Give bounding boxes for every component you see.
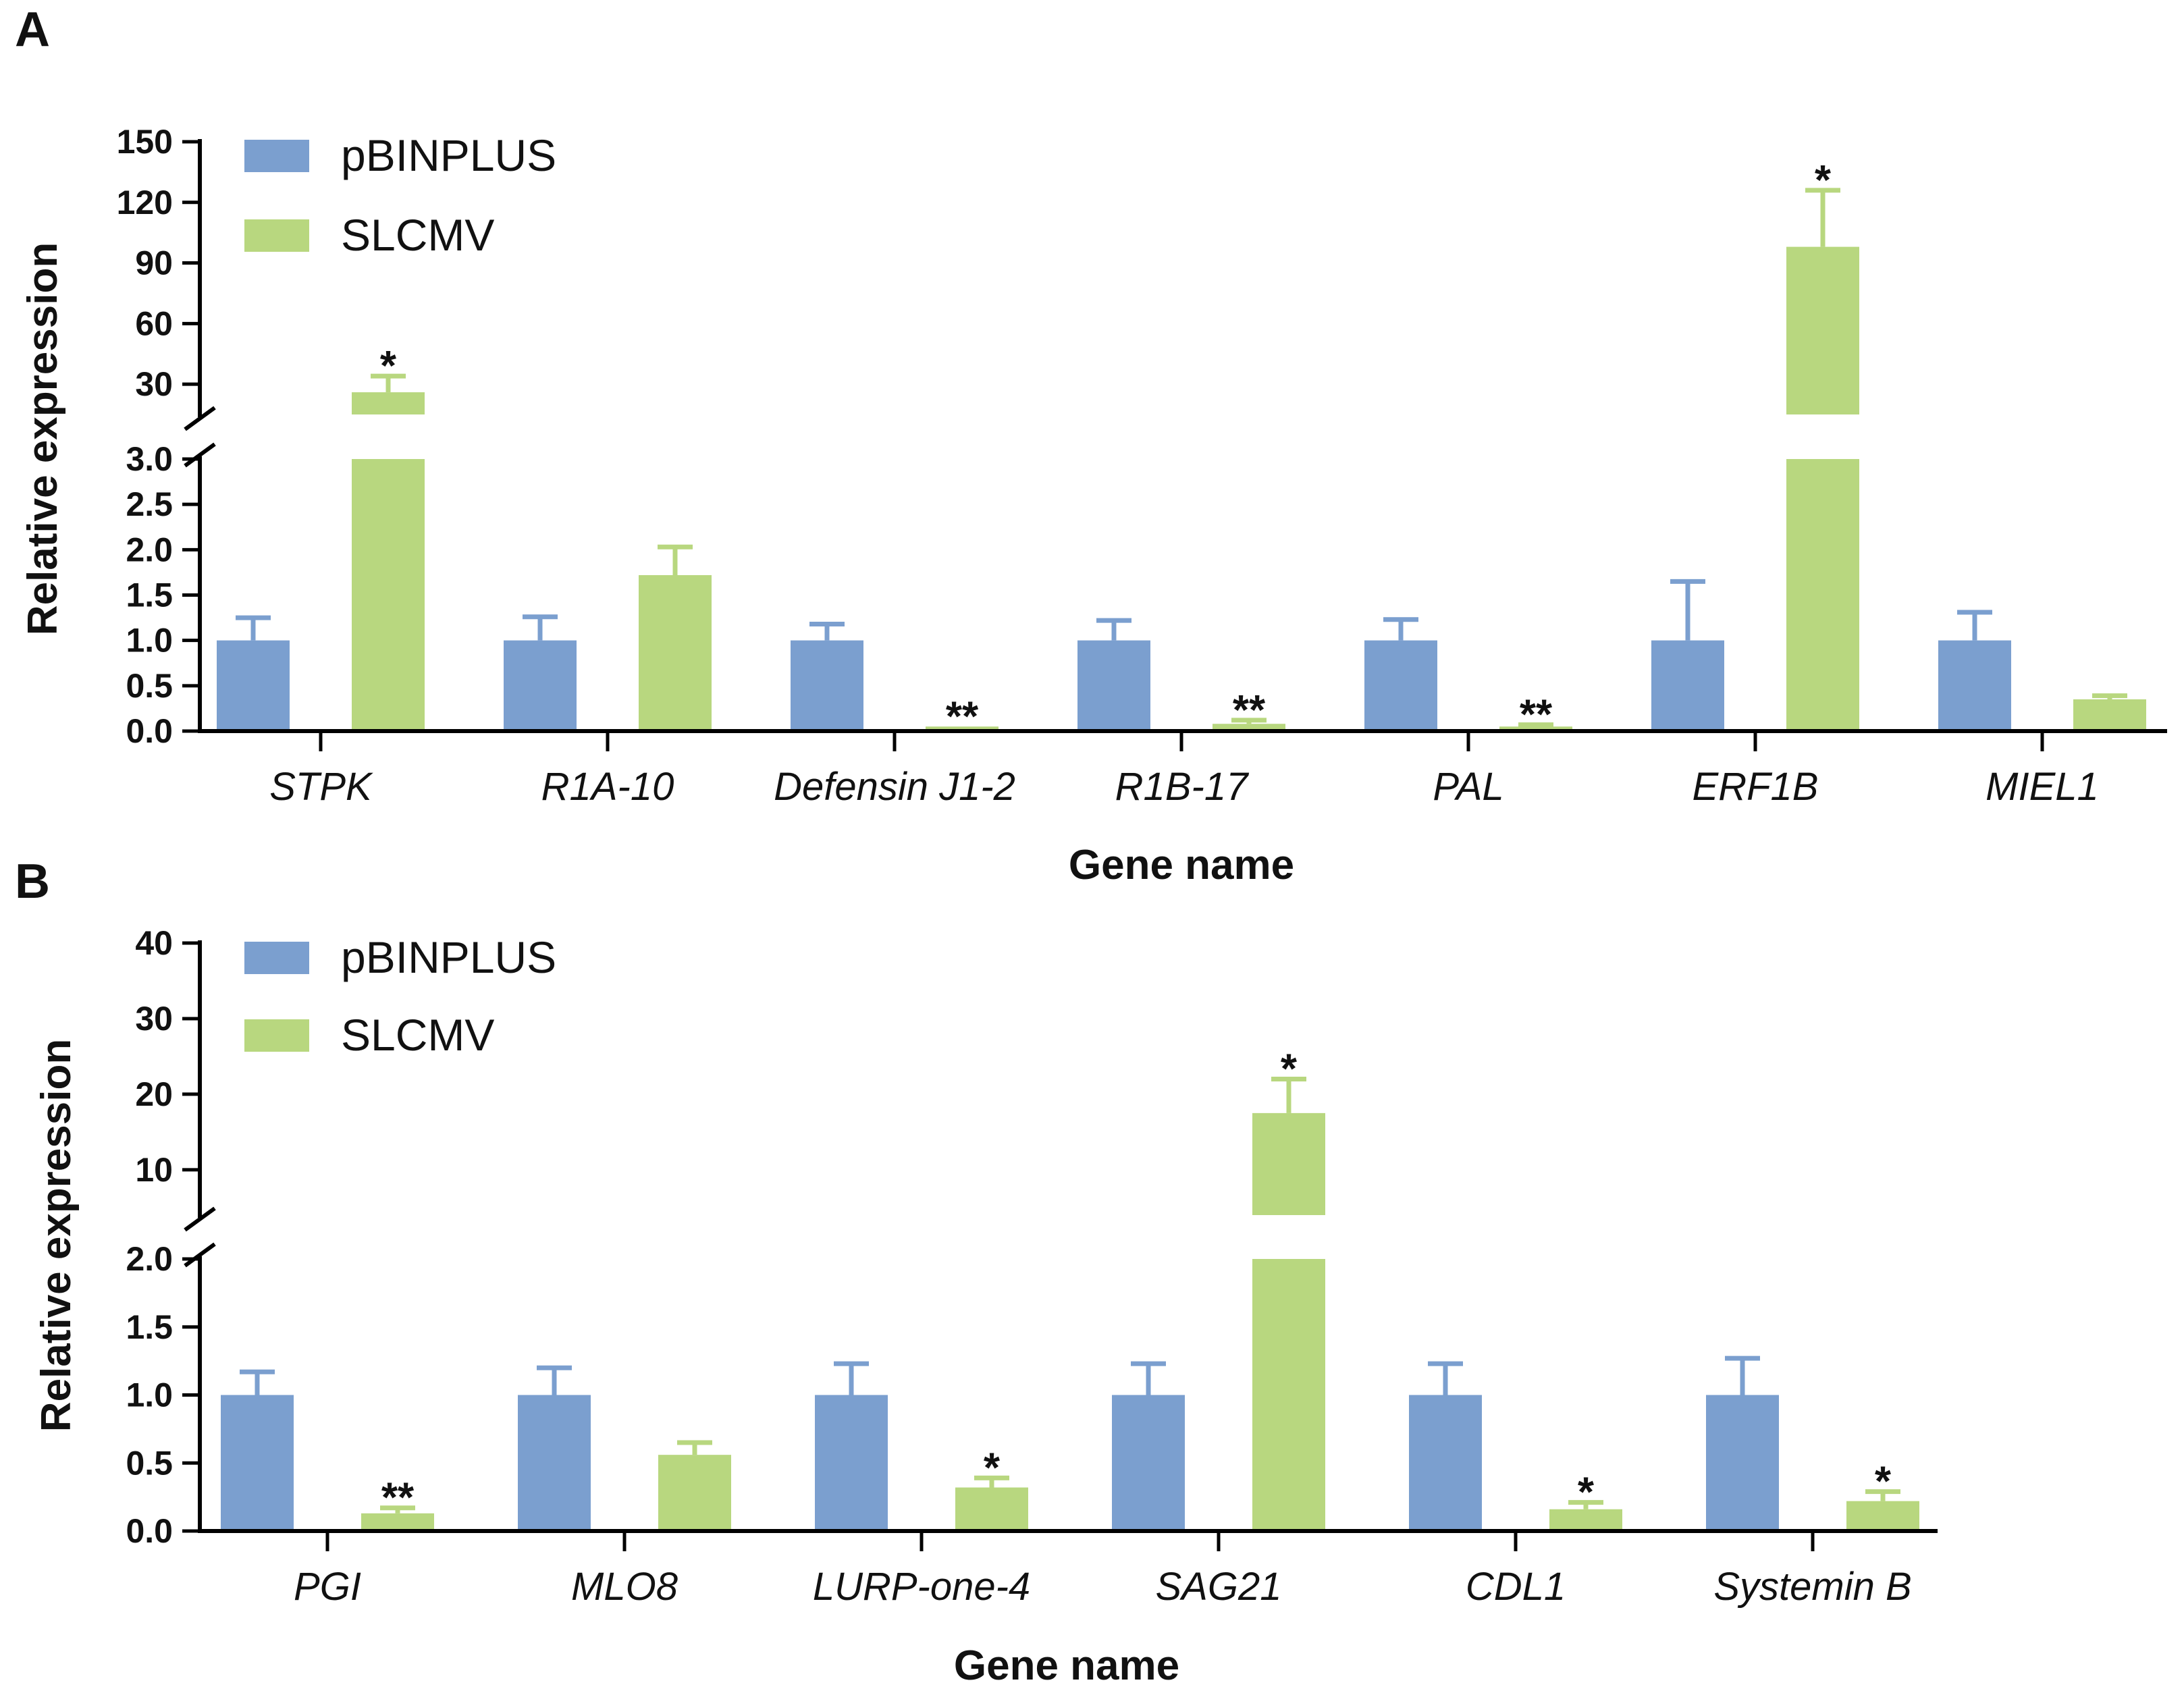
y-tick-label-upper-b-2: 30 [135, 1000, 173, 1038]
bar-slcmv-b-4 [1549, 1509, 1622, 1531]
bar-slcmv-a-6 [2073, 699, 2146, 731]
y-tick-label-lower-b-3: 1.5 [126, 1308, 173, 1346]
bar-slcmv-b-0 [361, 1513, 434, 1531]
y-axis-title-b: Relative expression [33, 1039, 80, 1432]
bar-slcmv-a-2 [926, 726, 998, 731]
y-tick-label-upper-a-1: 60 [135, 304, 173, 342]
bar-lower-slcmv-a-5 [1786, 459, 1859, 731]
legend-label-pbinplus-b: pBINPLUS [341, 932, 556, 982]
y-tick-label-lower-b-4: 2.0 [126, 1240, 173, 1278]
y-tick-label-lower-b-1: 0.5 [126, 1444, 173, 1482]
x-tick-label-b-1: MLO8 [571, 1565, 678, 1609]
bar-pbinplus-a-0 [217, 640, 290, 731]
bar-pbinplus-b-1 [518, 1395, 591, 1531]
x-axis-title-a: Gene name [1069, 842, 1294, 888]
legend-swatch-pbinplus-a [244, 140, 309, 172]
bar-pbinplus-a-3 [1077, 640, 1150, 731]
axis-break-mark-b-1 [184, 1242, 216, 1268]
bar-pbinplus-a-1 [504, 640, 577, 731]
y-tick-label-lower-a-4: 2.0 [126, 531, 173, 568]
bar-pbinplus-a-2 [791, 640, 863, 731]
x-axis-title-b: Gene name [954, 1642, 1179, 1689]
significance-slcmv-b-4: * [1578, 1470, 1595, 1516]
legend-swatch-pbinplus-b [244, 942, 309, 974]
bar-slcmv-a-3 [1213, 724, 1285, 731]
bar-pbinplus-b-2 [815, 1395, 888, 1531]
bars-a: *** ** *** [217, 157, 2146, 740]
legend-swatch-slcmv-a [244, 219, 309, 252]
bar-slcmv-a-4 [1499, 726, 1572, 731]
legend-swatch-slcmv-b [244, 1019, 309, 1052]
bar-pbinplus-a-4 [1364, 640, 1437, 731]
x-tick-label-a-0: STPK [269, 765, 373, 809]
y-tick-label-lower-a-5: 2.5 [126, 485, 173, 523]
panel-b: B Relative expression Gene name ***** * P… [15, 855, 1938, 1689]
significance-slcmv-b-3: * [1281, 1046, 1298, 1093]
bar-upper-slcmv-b-3 [1252, 1112, 1325, 1215]
y-tick-label-lower-a-2: 1.0 [126, 622, 173, 660]
axis-break-mark-b-0 [184, 1206, 216, 1232]
y-tick-label-lower-b-0: 0.0 [126, 1512, 173, 1550]
significance-slcmv-a-0: * [380, 343, 397, 390]
x-tick-label-a-4: PAL [1433, 765, 1503, 809]
y-tick-label-lower-a-3: 1.5 [126, 576, 173, 614]
y-tick-label-lower-b-2: 1.0 [126, 1376, 173, 1414]
y-tick-label-upper-a-0: 30 [135, 365, 173, 403]
legend-b: pBINPLUS SLCMV [244, 932, 556, 1060]
y-tick-label-upper-b-0: 10 [135, 1151, 173, 1189]
y-tick-label-lower-a-0: 0.0 [126, 712, 173, 750]
y-tick-label-lower-a-1: 0.5 [126, 667, 173, 705]
bar-upper-slcmv-a-0 [352, 392, 425, 414]
x-tick-label-a-1: R1A-10 [541, 765, 674, 809]
axes-b: PGI MLO8 LURP-one-4 SAG21 CDL1 Systemin B 0.0 0… [126, 924, 1938, 1609]
bar-lower-slcmv-b-3 [1252, 1259, 1325, 1531]
bar-lower-slcmv-a-0 [352, 459, 425, 731]
bar-slcmv-b-1 [658, 1455, 731, 1531]
x-tick-label-b-2: LURP-one-4 [813, 1565, 1030, 1609]
x-tick-label-a-3: R1B-17 [1115, 765, 1250, 809]
bar-pbinplus-b-0 [221, 1395, 294, 1531]
y-tick-label-upper-a-2: 90 [135, 244, 173, 282]
axis-break-mark-a-1 [184, 442, 216, 468]
bar-slcmv-b-5 [1846, 1501, 1919, 1531]
axis-break-mark-a-0 [184, 406, 216, 431]
axes-a: STPK R1A-10 Defensin J1-2 R1B-17 PAL ERF1B MIE… [117, 123, 2167, 809]
x-tick-label-b-4: CDL1 [1466, 1565, 1566, 1609]
panel-label-b: B [15, 855, 50, 909]
x-tick-label-a-5: ERF1B [1693, 765, 1819, 809]
panel-label-a: A [15, 3, 50, 57]
significance-slcmv-b-2: * [984, 1445, 1001, 1491]
significance-slcmv-b-5: * [1875, 1459, 1892, 1505]
bar-slcmv-a-1 [639, 574, 712, 731]
bars-b: ***** * [221, 1046, 1919, 1531]
x-tick-label-b-5: Systemin B [1713, 1565, 1911, 1609]
x-tick-label-a-6: MIEL1 [1986, 765, 2099, 809]
bar-pbinplus-b-3 [1112, 1395, 1185, 1531]
y-tick-label-lower-a-6: 3.0 [126, 440, 173, 478]
y-tick-label-upper-a-3: 120 [117, 184, 173, 221]
bar-pbinplus-a-5 [1651, 640, 1724, 731]
bar-upper-slcmv-a-5 [1786, 246, 1859, 414]
legend-label-slcmv-a: SLCMV [341, 210, 494, 260]
y-tick-label-upper-b-1: 20 [135, 1075, 173, 1113]
legend-a: pBINPLUS SLCMV [244, 130, 556, 260]
x-tick-label-a-2: Defensin J1-2 [774, 765, 1015, 809]
y-axis-title-a: Relative expression [20, 242, 66, 635]
bar-slcmv-b-2 [955, 1487, 1028, 1531]
significance-slcmv-a-5: * [1815, 157, 1832, 204]
x-tick-label-b-3: SAG21 [1156, 1565, 1282, 1609]
y-tick-label-upper-a-4: 150 [117, 123, 173, 161]
x-tick-label-b-0: PGI [294, 1565, 361, 1609]
y-tick-label-upper-b-3: 40 [135, 924, 173, 962]
panel-a: A Relative expression Gene name *** ** ***… [15, 3, 2167, 888]
legend-label-pbinplus-a: pBINPLUS [341, 130, 556, 180]
bar-pbinplus-b-5 [1706, 1395, 1779, 1531]
significance-slcmv-a-3: ** [1233, 687, 1266, 734]
bar-pbinplus-a-6 [1938, 640, 2011, 731]
significance-slcmv-b-0: ** [381, 1475, 415, 1522]
legend-label-slcmv-b: SLCMV [341, 1010, 494, 1060]
bar-pbinplus-b-4 [1409, 1395, 1482, 1531]
